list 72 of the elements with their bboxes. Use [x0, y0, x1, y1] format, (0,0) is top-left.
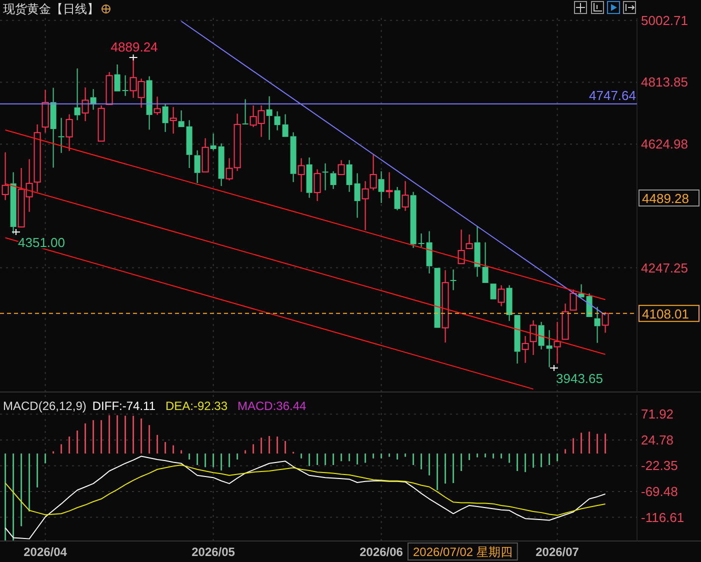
candlestick — [554, 321, 561, 364]
candlestick — [506, 284, 512, 322]
ref-line-label: 4108.01 — [642, 306, 689, 322]
text: 4489.28 — [642, 191, 689, 206]
candlestick — [194, 150, 200, 184]
y-tick-label: -69.48 — [641, 484, 678, 499]
candlestick — [298, 158, 305, 192]
candlestick — [546, 330, 552, 368]
candlestick — [178, 110, 184, 128]
ref-line-label: 4747.64 — [589, 88, 636, 103]
y-tick-label: -116.61 — [641, 510, 684, 525]
candlestick — [482, 242, 488, 283]
x-tick-label: 2026/07 — [536, 545, 580, 559]
candlestick — [82, 86, 89, 122]
x-tick-label: 2026/06 — [360, 545, 404, 559]
y-tick-label: 24.78 — [641, 432, 674, 448]
candlestick — [466, 234, 473, 250]
candlestick — [522, 336, 529, 364]
candlestick — [538, 321, 544, 350]
chart-title: 现货黄金【日线】 — [3, 2, 99, 16]
candlestick — [266, 96, 272, 140]
candlestick — [306, 157, 312, 198]
candlestick — [354, 172, 360, 218]
candlestick — [50, 87, 56, 168]
y-tick-label: 4247.25 — [641, 260, 688, 276]
text: DIFF:-74.11 — [92, 399, 156, 413]
candlestick — [474, 225, 480, 278]
candlestick — [346, 160, 352, 192]
candlestick — [58, 117, 64, 154]
candlestick — [514, 315, 520, 364]
y-tick-label: -22.35 — [641, 458, 678, 474]
y-tick-label: 71.92 — [641, 406, 674, 422]
candlestick — [74, 68, 80, 121]
candlestick — [202, 138, 209, 172]
x-tick-label: 2026/04 — [24, 545, 68, 559]
line-series — [4, 456, 606, 540]
text: MACD:36.44 — [238, 399, 307, 413]
candlestick — [234, 113, 241, 172]
candlestick — [490, 284, 496, 300]
candlestick — [34, 124, 41, 192]
candlestick — [2, 152, 9, 201]
candlestick — [562, 303, 569, 340]
candlestick — [114, 64, 120, 92]
x-tick-label: 2026/05 — [192, 545, 236, 559]
candlestick — [594, 306, 600, 344]
line-series — [4, 464, 606, 516]
candlestick — [418, 232, 424, 248]
candlestick — [442, 270, 449, 344]
annotation: 4889.24 — [110, 40, 158, 55]
annotation: 4351.00 — [18, 235, 65, 250]
text: DEA:-92.33 — [165, 399, 228, 413]
candlestick — [186, 120, 192, 168]
candlestick — [434, 268, 440, 328]
candlestick — [378, 170, 384, 204]
candlestick — [122, 74, 128, 96]
y-tick-label: 4813.85 — [641, 74, 688, 90]
candlestick — [426, 230, 432, 274]
y-tick-label: 5002.71 — [641, 12, 688, 28]
candlestick — [322, 162, 328, 191]
candlestick — [218, 142, 224, 187]
chart-title: MACD(26,12,9) — [3, 399, 86, 413]
candlestick — [362, 180, 369, 231]
candlestick — [274, 110, 280, 131]
candlestick — [210, 133, 216, 151]
candlestick — [450, 269, 456, 291]
text: 2026/07/02 星期四 — [413, 545, 512, 559]
candlestick — [170, 106, 177, 134]
y-tick-label: 4624.98 — [641, 136, 688, 152]
candlestick — [42, 89, 49, 134]
candlestick — [458, 229, 465, 264]
candlestick — [282, 114, 288, 137]
annotation: 3943.65 — [556, 371, 603, 386]
